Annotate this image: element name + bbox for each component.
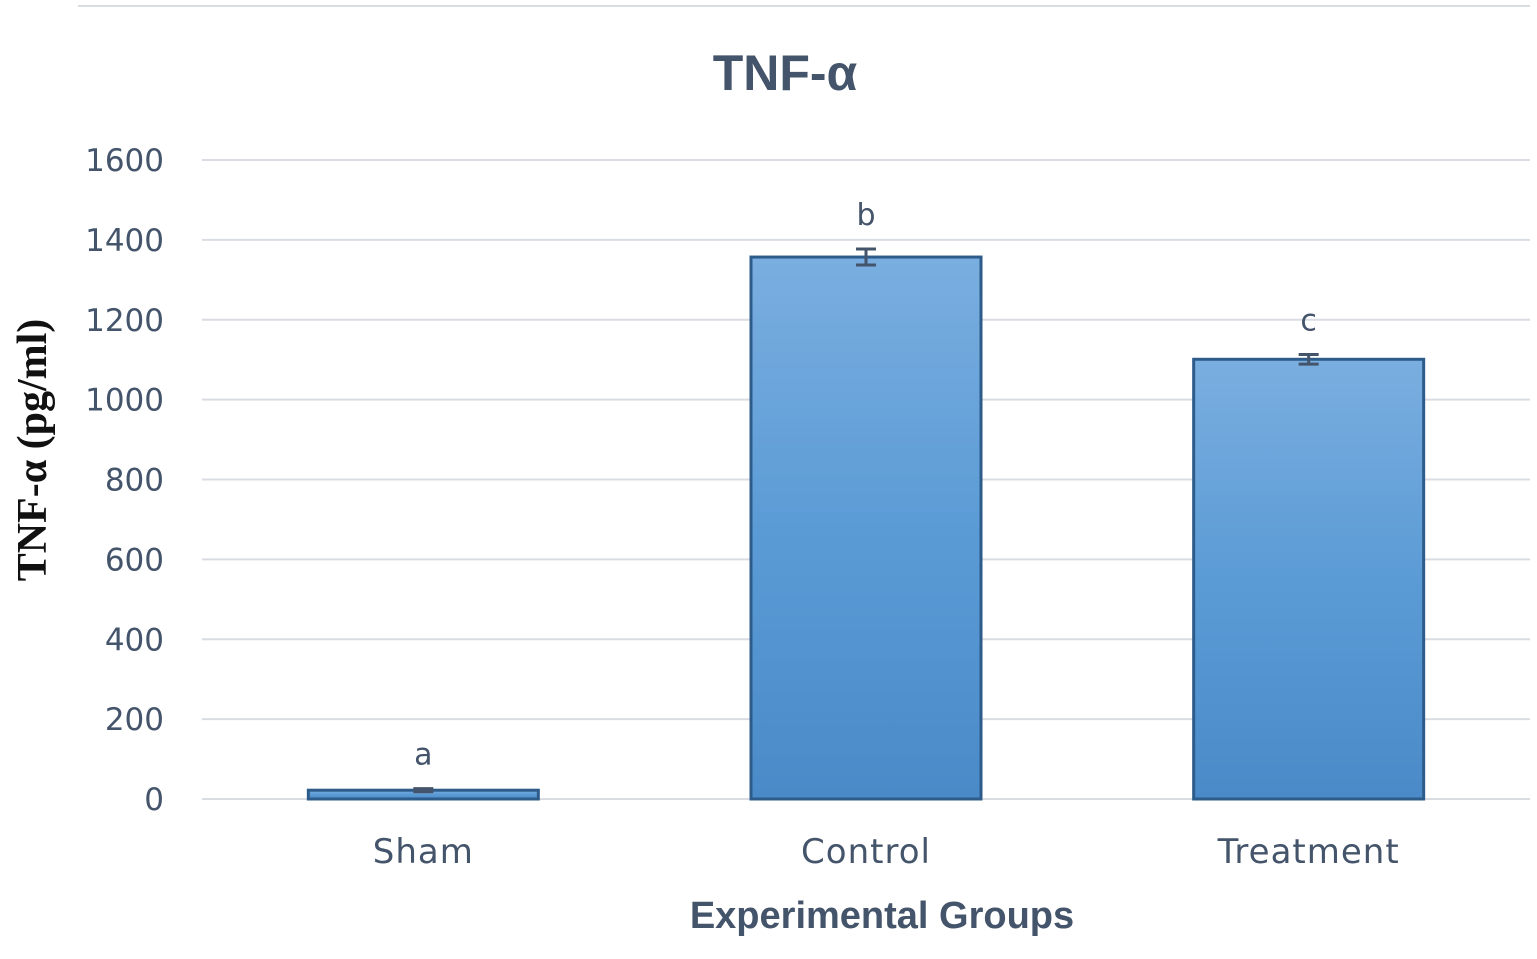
- y-tick-label: 800: [105, 463, 164, 499]
- y-tick-label: 200: [105, 702, 164, 738]
- y-axis-label: TNF-α (pg/ml): [10, 319, 56, 582]
- significance-label: b: [856, 198, 875, 233]
- y-tick-label: 400: [105, 622, 164, 658]
- y-tick-label: 1200: [85, 303, 164, 339]
- significance-label: a: [414, 738, 432, 773]
- x-category-label: Treatment: [1217, 832, 1400, 872]
- x-category-label: Sham: [373, 832, 474, 872]
- y-tick-label: 1000: [85, 383, 164, 419]
- bar-treatment: [1192, 357, 1426, 801]
- x-axis-categories: Sham Control Treatment: [373, 832, 1400, 872]
- x-category-label: Control: [801, 832, 931, 872]
- y-tick-label: 1600: [85, 143, 164, 179]
- bar-control: [749, 255, 983, 801]
- significance-label: c: [1300, 303, 1317, 338]
- y-tick-label: 1400: [85, 223, 164, 259]
- bars: a b c: [306, 198, 1426, 801]
- x-axis-label: Experimental Groups: [690, 895, 1074, 937]
- chart-title: TNF-α: [713, 45, 858, 101]
- y-tick-label: 600: [105, 542, 164, 578]
- y-axis-ticks: 0 200 400 600 800 1000 1200 1400 1600: [85, 143, 164, 818]
- y-tick-label: 0: [144, 782, 164, 818]
